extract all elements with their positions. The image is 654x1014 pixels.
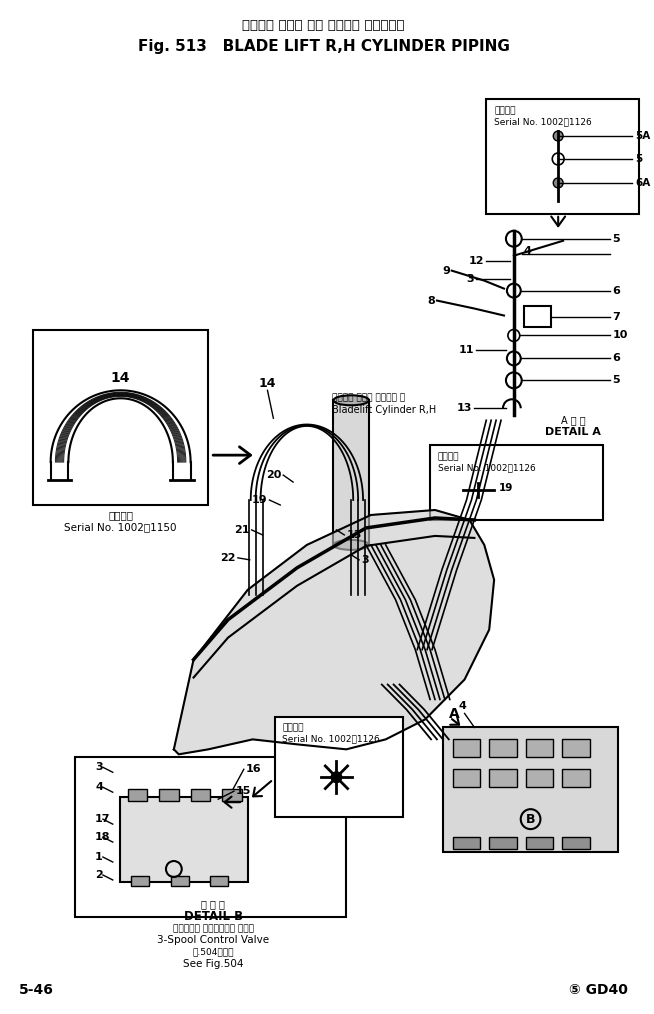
Text: DETAIL A: DETAIL A: [545, 427, 601, 437]
Bar: [430, 445, 602, 520]
Polygon shape: [174, 510, 494, 754]
Text: 適用号機: 適用号機: [108, 510, 133, 520]
Bar: [453, 770, 480, 787]
Bar: [443, 727, 618, 852]
Bar: [33, 331, 209, 505]
Text: Serial No. 1002〜1150: Serial No. 1002〜1150: [64, 522, 177, 532]
Bar: [334, 401, 369, 545]
Text: ３スプール コントロール バルブ: ３スプール コントロール バルブ: [173, 924, 254, 933]
Text: 3-Spool Control Valve: 3-Spool Control Valve: [157, 935, 269, 945]
Text: 14: 14: [259, 377, 276, 389]
Bar: [128, 789, 147, 801]
Text: 5: 5: [612, 375, 620, 385]
Bar: [453, 838, 480, 849]
Text: A: A: [449, 708, 460, 721]
Text: See Fig.504: See Fig.504: [183, 959, 243, 968]
Text: 5-46: 5-46: [19, 983, 54, 997]
Text: 4: 4: [458, 702, 466, 712]
Text: 22: 22: [220, 553, 236, 563]
Bar: [486, 99, 639, 214]
Bar: [159, 789, 179, 801]
Text: 10: 10: [612, 331, 628, 341]
Circle shape: [332, 773, 341, 782]
Bar: [211, 876, 228, 886]
Text: Serial No. 1002〜1126: Serial No. 1002〜1126: [494, 117, 592, 126]
Ellipse shape: [334, 395, 369, 406]
Text: 3: 3: [95, 763, 103, 773]
Text: 適用号機: 適用号機: [494, 106, 515, 116]
Text: 15: 15: [236, 786, 251, 796]
Bar: [562, 770, 590, 787]
Text: 4: 4: [524, 245, 532, 256]
Text: ブレード リフト シリンダ 右: ブレード リフト シリンダ 右: [332, 393, 405, 403]
Bar: [526, 770, 553, 787]
Text: 3: 3: [361, 555, 369, 565]
Text: 6A: 6A: [635, 177, 650, 188]
Bar: [489, 838, 517, 849]
Bar: [524, 305, 551, 328]
Bar: [120, 797, 248, 882]
Text: ブレード リフト 右側 シリンダ パイピング: ブレード リフト 右側 シリンダ パイピング: [243, 19, 405, 32]
Circle shape: [553, 177, 563, 188]
Text: Serial No. 1002〜1126: Serial No. 1002〜1126: [438, 463, 536, 473]
Bar: [275, 718, 404, 817]
Bar: [131, 876, 149, 886]
Text: 8: 8: [427, 295, 435, 305]
Bar: [526, 838, 553, 849]
Circle shape: [553, 131, 563, 141]
Text: 20: 20: [266, 470, 281, 480]
Text: 6: 6: [612, 286, 620, 296]
Text: ⑤ GD40: ⑤ GD40: [569, 983, 628, 997]
Text: 6: 6: [612, 354, 620, 363]
Text: 17: 17: [95, 814, 111, 824]
Text: 5: 5: [612, 234, 620, 243]
Text: Fig. 513   BLADE LIFT R,H CYLINDER PIPING: Fig. 513 BLADE LIFT R,H CYLINDER PIPING: [138, 40, 509, 55]
Text: 系.504図参照: 系.504図参照: [192, 948, 234, 957]
Text: DETAIL B: DETAIL B: [184, 910, 243, 923]
Text: 18: 18: [95, 832, 111, 842]
Text: 3: 3: [467, 274, 474, 284]
Text: Serial No. 1002〜1126: Serial No. 1002〜1126: [283, 734, 380, 743]
Text: 13: 13: [347, 530, 362, 539]
Bar: [453, 739, 480, 757]
Text: Bladelift Cylinder R,H: Bladelift Cylinder R,H: [332, 406, 436, 416]
Text: 19: 19: [499, 483, 513, 493]
Text: 19: 19: [252, 495, 267, 505]
Bar: [526, 739, 553, 757]
Bar: [75, 757, 347, 917]
Text: 21: 21: [234, 525, 250, 535]
Text: 1: 1: [95, 852, 103, 862]
Text: 7: 7: [612, 311, 620, 321]
Bar: [562, 838, 590, 849]
Bar: [222, 789, 242, 801]
Text: 9: 9: [442, 266, 450, 276]
Text: 14: 14: [111, 371, 130, 385]
Bar: [489, 739, 517, 757]
Text: 2: 2: [95, 870, 103, 880]
Text: 5A: 5A: [635, 131, 650, 141]
Bar: [489, 770, 517, 787]
Text: 12: 12: [469, 256, 484, 266]
Text: 11: 11: [459, 346, 474, 356]
Ellipse shape: [334, 539, 369, 550]
Text: B: B: [526, 812, 536, 825]
Text: 4: 4: [95, 782, 103, 792]
Text: A 詳 細: A 詳 細: [560, 416, 585, 425]
Bar: [171, 876, 188, 886]
Text: 5: 5: [635, 154, 642, 164]
Bar: [562, 739, 590, 757]
Text: 日 詳 細: 日 詳 細: [201, 899, 225, 909]
Bar: [190, 789, 211, 801]
Text: 13: 13: [457, 404, 472, 414]
Text: 適用号機: 適用号機: [438, 452, 460, 461]
Text: 16: 16: [246, 765, 262, 775]
Text: 適用号機: 適用号機: [283, 723, 303, 732]
